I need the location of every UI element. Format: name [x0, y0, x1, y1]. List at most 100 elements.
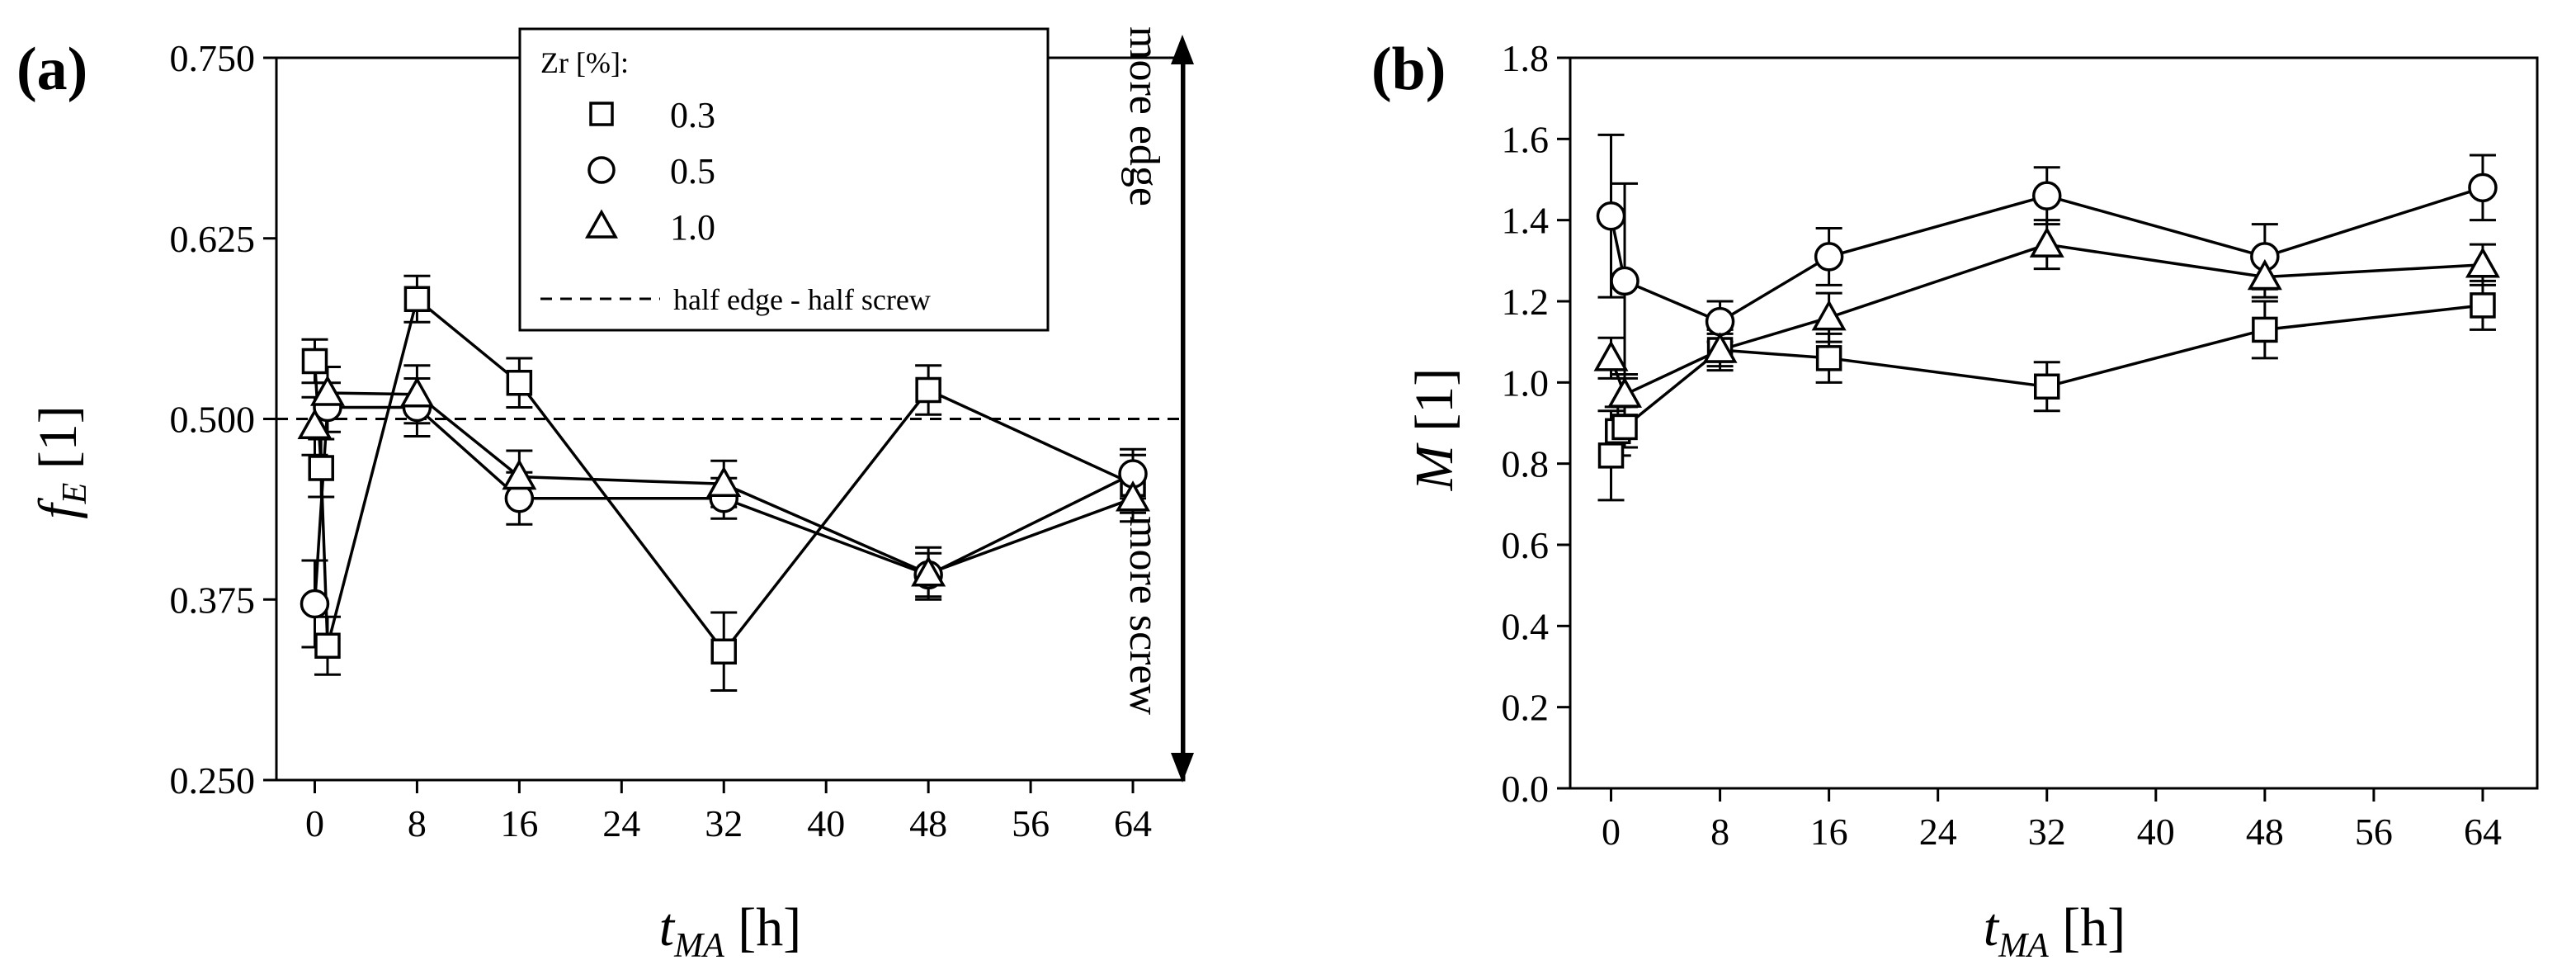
- panel-b-y-tick-label: 1.4: [1502, 200, 1550, 242]
- panel-b-point-triangle: [1593, 340, 1629, 371]
- panel-a-y-ticks: 0.250 0.375 0.500 0.625 0.750: [170, 37, 276, 802]
- panel-a-x-tick-label: 64: [1114, 802, 1152, 844]
- panel-b-point-circle: [1596, 201, 1626, 231]
- panel-a-y-title-units: [1]: [28, 405, 88, 482]
- panel-b-y-tick-label: 0.8: [1502, 443, 1550, 485]
- panel-a-x-tick-label: 40: [807, 802, 845, 844]
- legend-title: Zr [%]:: [540, 46, 629, 79]
- panel-b-y-title: M [1]: [1404, 368, 1465, 491]
- panel-b-y-tick-label: 0.0: [1502, 768, 1550, 810]
- panel-b-x-tick-label: 16: [1810, 811, 1848, 853]
- panel-b-point-triangle: [2029, 226, 2064, 258]
- panel-b: (b) 0.0 0.2 0.4 0.6 0.8 1.0 1.2 1.4 1.6 1.8 0 8 16 2…: [1371, 35, 2539, 965]
- panel-b-y-tick-label: 1.6: [1502, 118, 1550, 160]
- panel-b-point-triangle: [2465, 247, 2500, 278]
- panel-b-x-title-units: [h]: [2049, 897, 2125, 958]
- panel-b-x-title-sub: MA: [1998, 927, 2049, 965]
- panel-a-point-square: [710, 638, 738, 664]
- panel-b-x-title-main: t: [1984, 897, 2000, 958]
- panel-a-x-tick-label: 32: [705, 802, 743, 844]
- panel-b-point-circle: [2468, 173, 2498, 203]
- panel-a-x-ticks: 0 8 16 24 32 40 48 56 64: [305, 780, 1152, 844]
- panel-a-point-triangle: [297, 408, 333, 439]
- panel-a-point-triangle: [706, 466, 742, 497]
- panel-a-y-tick-label: 0.375: [170, 579, 256, 621]
- legend-square-marker: [589, 102, 614, 126]
- panel-b-x-tick-label: 32: [2028, 811, 2066, 853]
- panel-a-x-tick-label: 0: [305, 802, 324, 844]
- panel-b-point-square: [2252, 316, 2278, 343]
- legend-entry-0-3: 0.3: [670, 95, 715, 135]
- panel-b-point-circle: [2031, 181, 2062, 210]
- edge-screw-arrow: [1171, 35, 1194, 783]
- arrow-head-up: [1171, 35, 1194, 64]
- panel-b-y-tick-label: 1.8: [1502, 37, 1550, 79]
- panel-a-point-triangle: [399, 376, 435, 408]
- panel-a: (a) 0.250 0.375 0.500 0.625 0.750 0 8 16 24 32 40…: [17, 26, 1194, 965]
- legend-entry-0-5: 0.5: [670, 151, 715, 192]
- panel-b-label: (b): [1371, 35, 1446, 103]
- panel-b-point-circle: [1814, 242, 1844, 272]
- panel-a-y-title: fE [1]: [28, 405, 94, 518]
- panel-a-x-title: tMA [h]: [659, 897, 801, 965]
- panel-b-y-title-main: M: [1404, 442, 1465, 491]
- panel-a-y-tick-label: 0.500: [170, 399, 256, 441]
- panel-a-y-tick-label: 0.625: [170, 218, 256, 260]
- legend-entry-1-0: 1.0: [670, 207, 715, 248]
- panel-b-x-tick-label: 24: [1919, 811, 1957, 853]
- panel-b-x-ticks: 0 8 16 24 32 40 48 56 64: [1602, 788, 2502, 853]
- legend-reference-label: half edge - half screw: [673, 283, 931, 316]
- panel-b-series: [1593, 133, 2500, 502]
- annotation-more-screw: more screw: [1121, 516, 1168, 716]
- panel-b-point-circle: [1610, 266, 1639, 296]
- panel-a-y-tick-label: 0.750: [170, 37, 256, 79]
- panel-b-x-tick-label: 40: [2137, 811, 2175, 853]
- panel-a-point-square: [314, 632, 341, 659]
- panel-a-point-square: [506, 370, 533, 396]
- panel-b-y-tick-label: 0.4: [1502, 605, 1550, 647]
- legend-circle-marker: [587, 156, 616, 184]
- panel-b-y-tick-label: 1.0: [1502, 362, 1550, 404]
- panel-a-label: (a): [17, 35, 87, 103]
- panel-a-series: [297, 274, 1151, 692]
- panel-b-frame: [1569, 56, 2539, 790]
- panel-a-x-tick-label: 8: [408, 802, 427, 844]
- panel-b-x-tick-label: 64: [2464, 811, 2502, 853]
- panel-b-point-circle: [1705, 306, 1735, 337]
- panel-b-y-tick-label: 1.2: [1502, 281, 1550, 323]
- panel-b-point-square: [2470, 292, 2496, 319]
- panel-b-point-triangle: [2247, 258, 2282, 291]
- panel-b-point-square: [2033, 373, 2060, 400]
- panel-a-x-tick-label: 48: [909, 802, 947, 844]
- panel-a-point-triangle: [1116, 480, 1151, 512]
- panel-a-x-tick-label: 16: [500, 802, 538, 844]
- panel-a-point-square: [308, 455, 334, 481]
- panel-b-point-square: [1597, 442, 1625, 469]
- panel-b-point-triangle: [1811, 300, 1847, 331]
- panel-b-x-tick-label: 8: [1710, 811, 1729, 853]
- panel-b-point-triangle: [1702, 332, 1738, 363]
- panel-b-x-title: tMA [h]: [1984, 897, 2125, 965]
- panel-b-y-tick-label: 0.6: [1502, 524, 1550, 566]
- panel-a-point-circle: [300, 589, 330, 619]
- panel-a-point-square: [403, 286, 431, 312]
- arrow-head-down: [1171, 753, 1194, 783]
- panel-a-x-tick-label: 56: [1012, 802, 1050, 844]
- panel-a-point-triangle: [502, 458, 537, 490]
- panel-a-point-square: [301, 348, 328, 375]
- panel-b-x-tick-label: 0: [1602, 811, 1621, 853]
- annotation-more-edge: more edge: [1121, 26, 1168, 206]
- panel-a-y-title-sub: E: [56, 483, 94, 505]
- panel-a-y-tick-label: 0.250: [170, 759, 256, 802]
- panel-a-point-triangle: [309, 375, 345, 406]
- panel-a-x-title-main: t: [659, 897, 676, 958]
- panel-a-x-title-units: [h]: [724, 897, 801, 958]
- panel-a-x-title-sub: MA: [673, 927, 724, 965]
- panel-b-y-tick-label: 0.2: [1502, 687, 1550, 729]
- panel-b-x-tick-label: 48: [2246, 811, 2284, 853]
- panel-a-point-square: [915, 376, 941, 404]
- panel-b-x-tick-label: 56: [2355, 811, 2393, 853]
- panel-b-y-title-units: [1]: [1404, 368, 1465, 445]
- panel-b-y-ticks: 0.0 0.2 0.4 0.6 0.8 1.0 1.2 1.4 1.6 1.8: [1502, 37, 1570, 810]
